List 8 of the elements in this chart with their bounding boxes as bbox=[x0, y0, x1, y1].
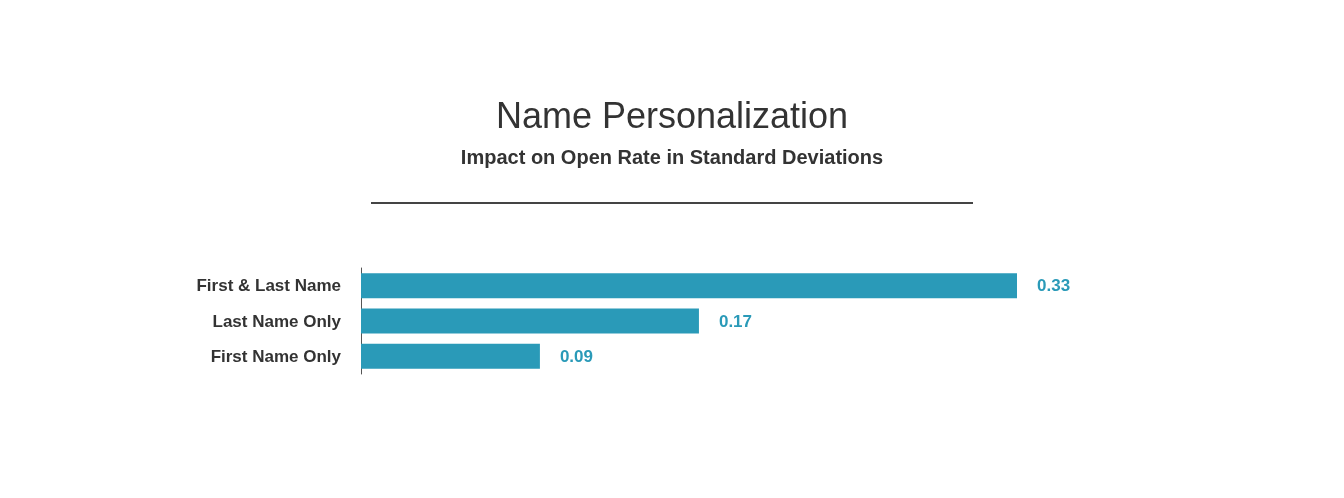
y-tick-label: First Name Only bbox=[210, 346, 342, 366]
data-label: 0.17 bbox=[718, 311, 753, 331]
data-label: 0.09 bbox=[559, 346, 593, 366]
chart-title: Name Personalization bbox=[495, 94, 849, 136]
y-tick-label: First & Last Name bbox=[196, 276, 341, 296]
y-tick-label: Last Name Only bbox=[212, 311, 342, 331]
chart-subtitle: Impact on Open Rate in Standard Deviations bbox=[460, 146, 884, 168]
data-label: 0.33 bbox=[1037, 276, 1071, 296]
